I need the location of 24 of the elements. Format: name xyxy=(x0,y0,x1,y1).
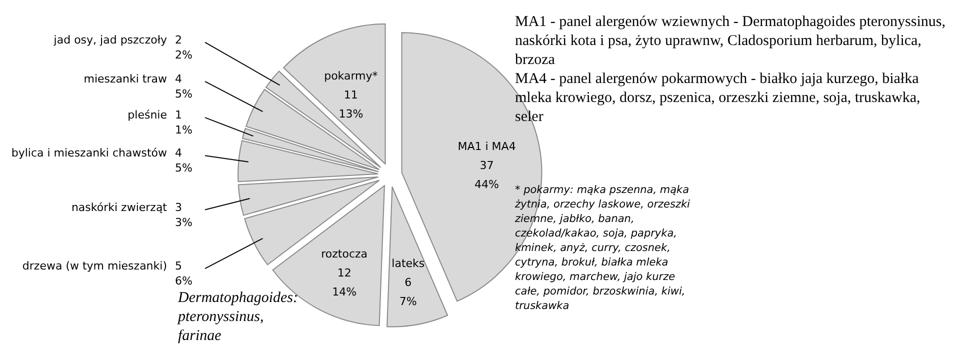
text: Dermatophagoides: pteronyssinus, farinae xyxy=(177,290,298,344)
slice-label: roztocza xyxy=(321,248,368,261)
text: MA4 - panel alergenów pokarmowych - białko jaja kurzego, białka mleka krowiego, dorsz, pszenica, orzeszki ziemne, soja, truskawka, seler xyxy=(515,71,920,125)
data-label: 3 3% xyxy=(175,200,192,229)
data-label: 1 1% xyxy=(175,108,192,137)
slice-label: naskórki zwierząt xyxy=(71,200,168,214)
slice-label: drzewa (w tym mieszanki) xyxy=(22,260,167,273)
text: * pokarmy: mąka pszenna, mąka żytnia, orzechy laskowe, orzeszki ziemne, jabłko, banan, czekolad/kakao, soja, papryka, kminek, anyż, curry, czosnek, cytryna, brokuł, białka mleka krowiego, marchew, jajo kurze całe, pomidor, brzoskwinia, kiwi, truskawka xyxy=(515,184,690,312)
data-label: 4 5% xyxy=(175,146,192,175)
text: MA1 - panel alergenów wziewnych - Dermatophagoides pteronyssinus, naskórki kota i psa, żyto uprawnw, Cladosporium herbarum, bylica, brzoza xyxy=(515,14,946,68)
slice-label: bylica i mieszanki chawstów xyxy=(11,146,167,160)
data-label: 11 13% xyxy=(338,88,364,120)
slice-label: pleśnie xyxy=(128,108,168,122)
data-label: 2 2% xyxy=(175,33,192,62)
slice-label: lateks xyxy=(392,257,425,270)
data-label: 4 5% xyxy=(175,72,192,100)
slice-label: jad osy, jad pszczoły xyxy=(52,33,168,46)
data-label: 12 14% xyxy=(332,266,357,299)
slice-label: MA1 i MA4 xyxy=(458,140,516,154)
data-label: 37 44% xyxy=(474,159,499,192)
data-label: 5 6% xyxy=(175,260,192,288)
slice-label: mieszanki traw xyxy=(84,72,167,86)
data-label: 6 7% xyxy=(399,276,417,308)
slice-label: pokarmy* xyxy=(324,69,378,82)
